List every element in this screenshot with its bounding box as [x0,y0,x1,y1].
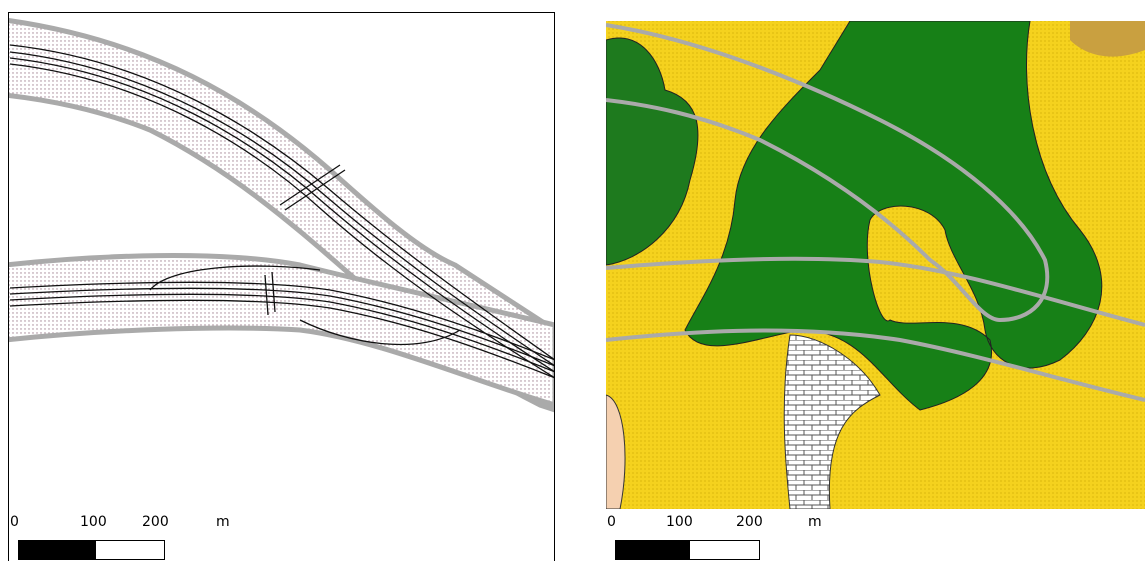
scale-segment [690,541,760,560]
scale-segment [96,541,165,560]
scale-label: 100 [666,514,693,530]
map-figure: 0 100 200 m 0 100 200 m [0,0,1145,561]
scale-label: 0 [10,514,19,530]
scale-bar: 0 100 200 m [607,514,822,560]
page: 0 100 200 m 0 100 200 m [0,0,1145,561]
scale-segment [18,540,95,560]
scale-label: 0 [607,514,616,530]
scale-unit: m [808,514,822,530]
right-map: 0 100 200 m [606,21,1145,560]
left-map: 0 100 200 m [5,13,555,561]
scale-segment [615,540,689,560]
scale-unit: m [216,514,230,530]
scale-label: 200 [142,514,169,530]
scale-label: 100 [80,514,107,530]
scale-label: 200 [736,514,763,530]
